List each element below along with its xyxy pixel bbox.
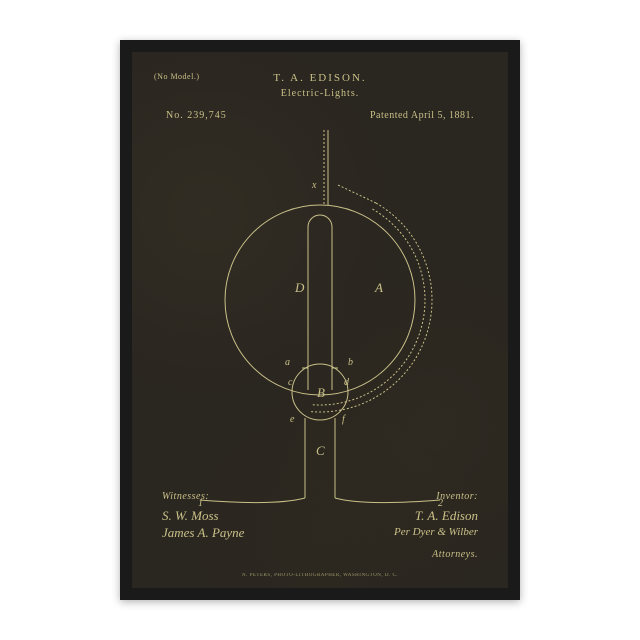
svg-text:f: f — [342, 414, 346, 425]
witnesses-heading: Witnesses: — [162, 491, 244, 502]
svg-text:x: x — [311, 180, 317, 191]
attorneys-label: Attorneys. — [394, 549, 478, 560]
patent-date: Patented April 5, 1881. — [370, 110, 474, 121]
inventor-block: Inventor: T. A. Edison Per Dyer & Wilber… — [394, 491, 478, 560]
patent-diagram: 12ABCDxabcdef — [132, 130, 508, 520]
witnesses-block: Witnesses: S. W. Moss James A. Payne — [162, 491, 244, 560]
poster-frame: (No Model.) T. A. EDISON. Electric-Light… — [120, 40, 520, 600]
invention-title: Electric-Lights. — [132, 88, 508, 99]
svg-text:d: d — [344, 377, 350, 388]
witness-signature-2: James A. Payne — [162, 525, 244, 542]
by-line: Per Dyer & Wilber — [394, 525, 478, 539]
svg-text:b: b — [348, 357, 353, 368]
patent-number: No. 239,745 — [166, 110, 227, 121]
patent-canvas: (No Model.) T. A. EDISON. Electric-Light… — [132, 52, 508, 588]
inventor-heading: Inventor: — [394, 491, 478, 502]
svg-text:C: C — [316, 443, 325, 458]
footer: Witnesses: S. W. Moss James A. Payne Inv… — [162, 491, 478, 560]
svg-text:A: A — [374, 280, 383, 295]
inventor-name: T. A. EDISON. — [132, 72, 508, 84]
svg-text:c: c — [288, 377, 293, 388]
witness-signature-1: S. W. Moss — [162, 508, 244, 525]
inventor-signature: T. A. Edison — [394, 508, 478, 525]
svg-text:D: D — [294, 280, 305, 295]
fineprint: N. PETERS, PHOTO-LITHOGRAPHER, WASHINGTO… — [132, 573, 508, 578]
svg-text:e: e — [290, 414, 295, 425]
svg-text:B: B — [317, 385, 325, 400]
svg-text:a: a — [285, 357, 290, 368]
